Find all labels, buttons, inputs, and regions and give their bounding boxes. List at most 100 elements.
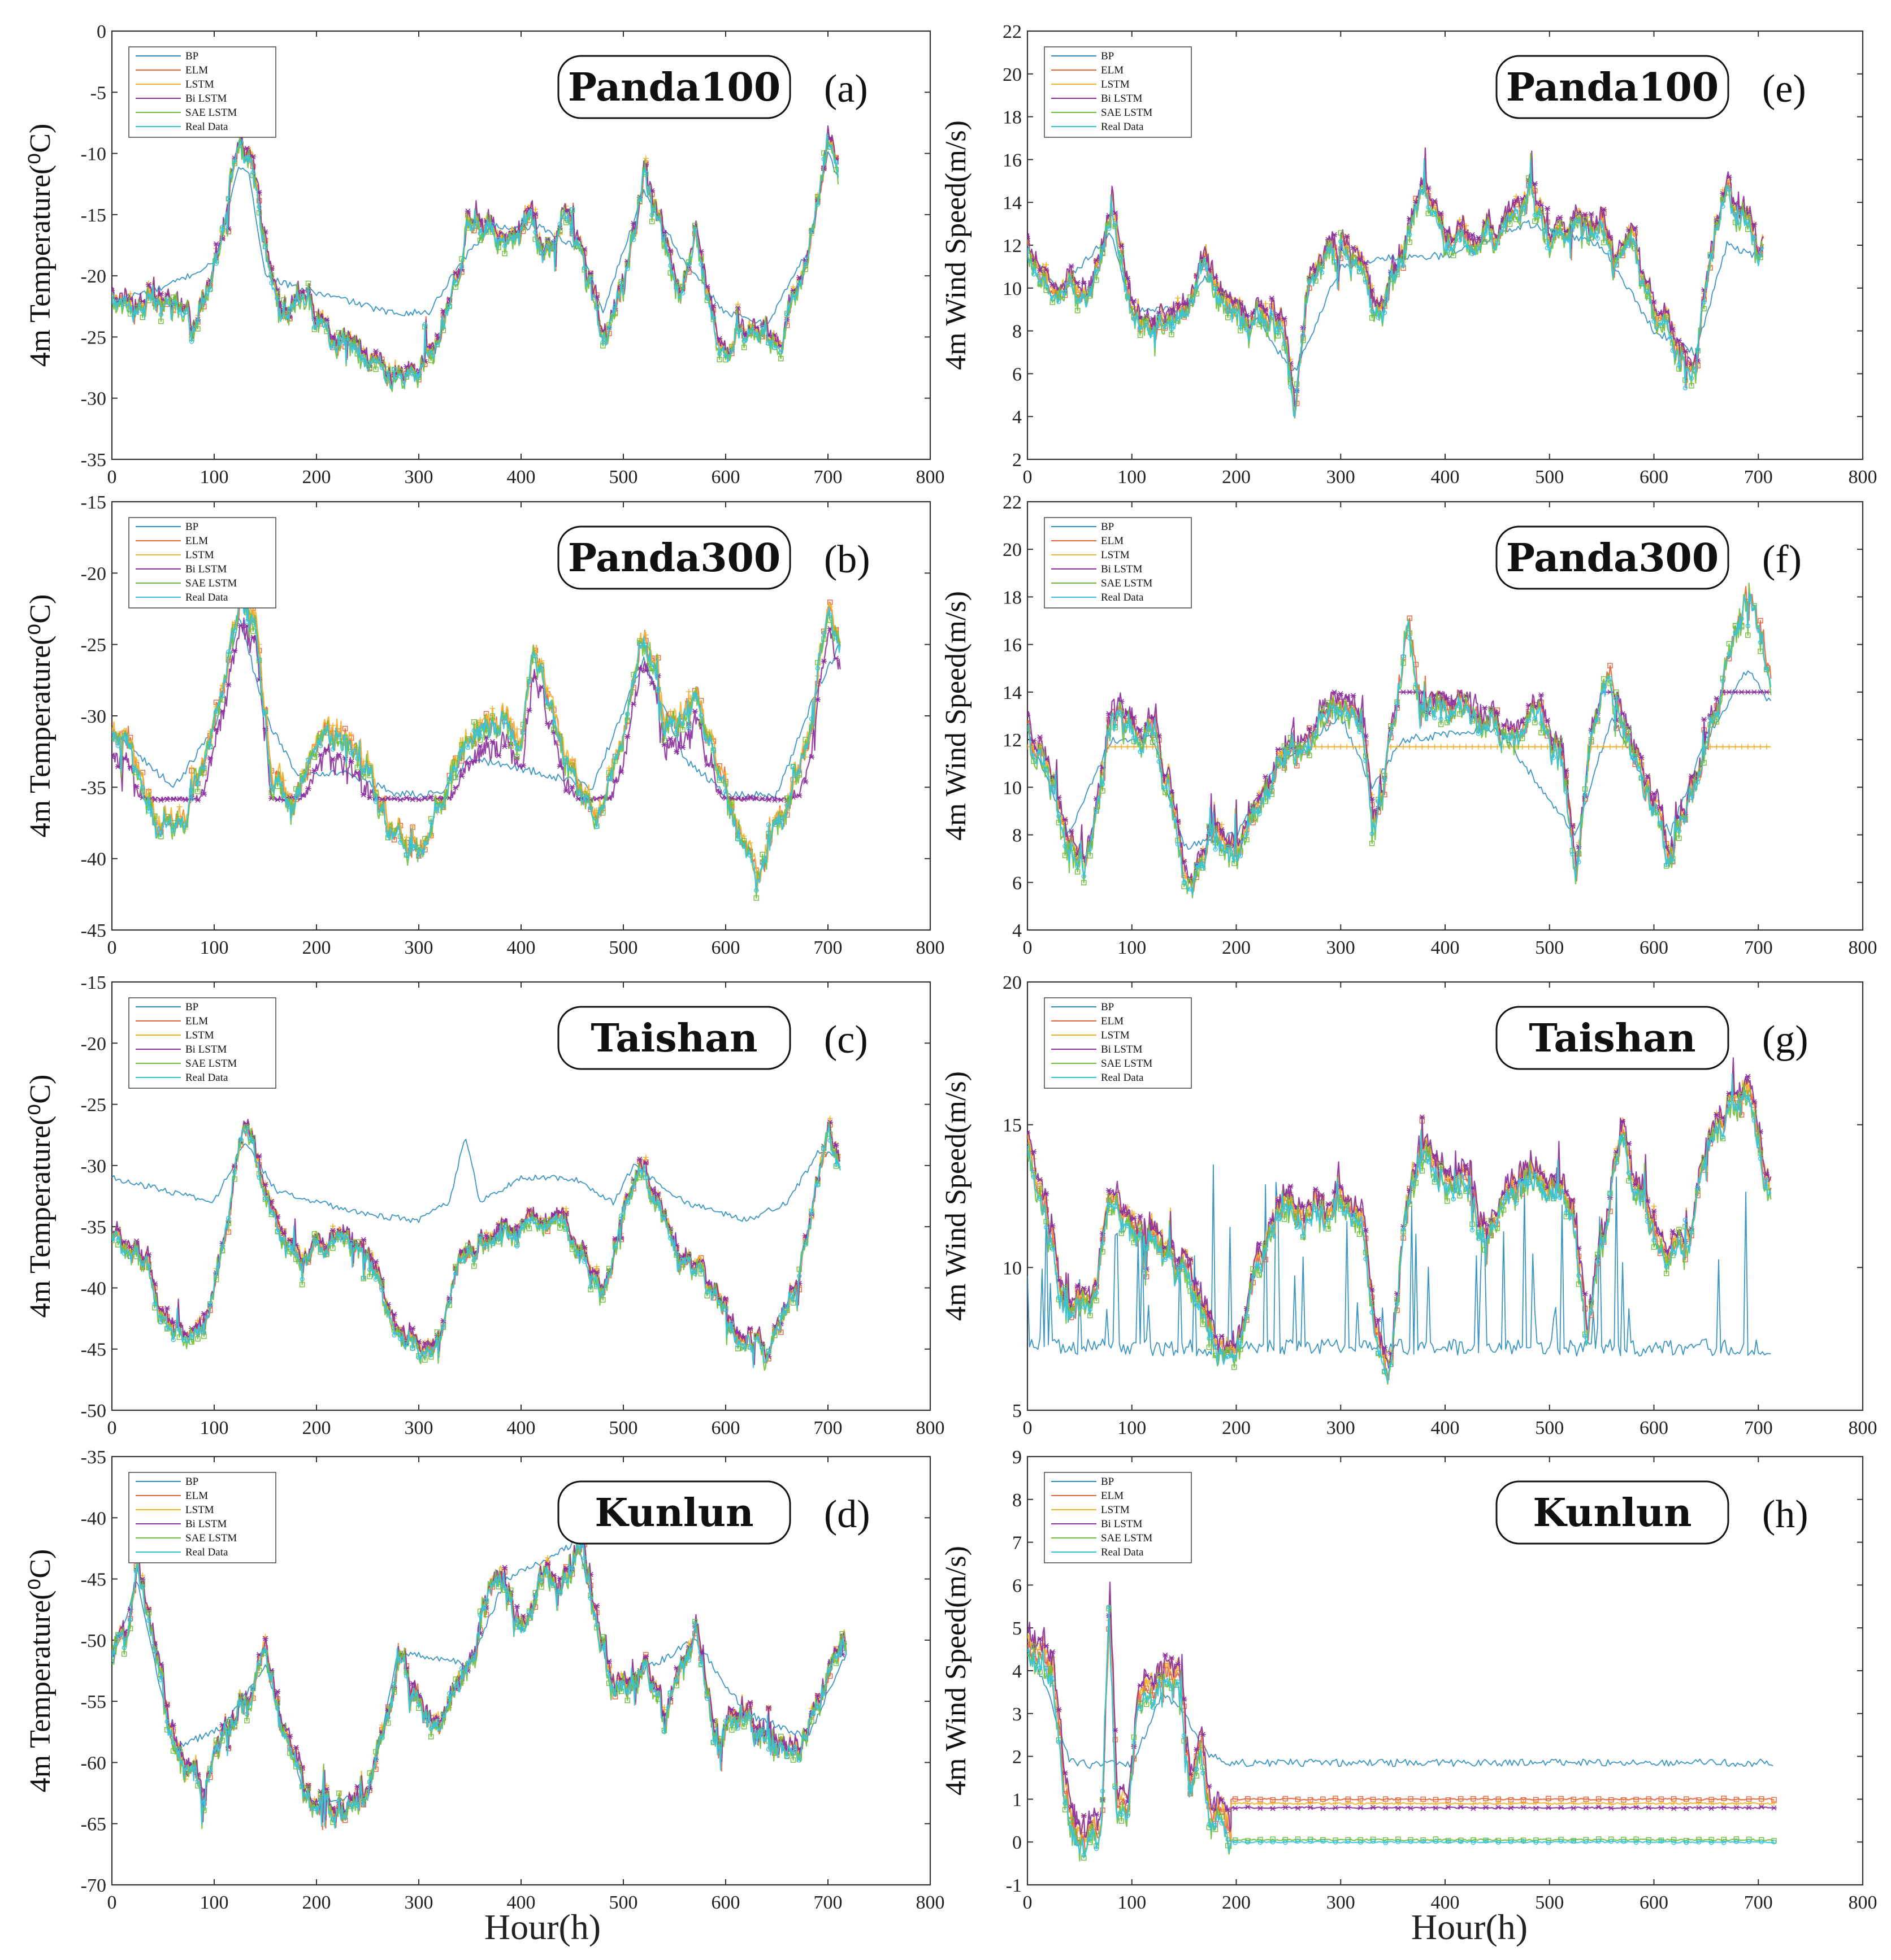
data-marker: [717, 1744, 722, 1749]
data-marker: [171, 1337, 176, 1342]
y-tick-label: 10: [1003, 1258, 1022, 1279]
data-marker: [539, 663, 544, 669]
data-marker: [189, 339, 194, 344]
data-marker: [238, 139, 244, 144]
y-tick-label: 12: [1003, 236, 1022, 257]
data-marker: [729, 1727, 735, 1733]
x-tick-label: 0: [107, 937, 117, 958]
data-marker: [336, 752, 342, 758]
data-marker: [803, 737, 808, 742]
data-marker: [502, 1564, 508, 1570]
data-marker: [582, 265, 587, 271]
y-axis-label: 4m Temperature(⁰C): [24, 124, 57, 367]
data-marker: [311, 768, 318, 773]
data-marker: [521, 1224, 526, 1229]
data-marker: [618, 1688, 624, 1694]
data-marker: [336, 1790, 342, 1796]
data-marker: [723, 353, 728, 358]
data-marker: [373, 366, 379, 372]
y-tick-label: -20: [81, 266, 106, 287]
legend-entry-sae-lstm: SAE LSTM: [1101, 1058, 1152, 1070]
data-marker: [410, 1680, 416, 1686]
data-marker: [404, 795, 410, 801]
x-tick-label: 400: [1431, 467, 1460, 488]
data-marker: [489, 705, 496, 711]
data-marker: [797, 1758, 802, 1763]
data-marker: [649, 219, 655, 224]
data-marker: [545, 244, 550, 249]
data-marker: [563, 753, 569, 759]
data-marker: [287, 1747, 293, 1752]
x-tick-label: 600: [1640, 937, 1668, 958]
data-marker: [834, 1162, 839, 1167]
data-marker: [735, 837, 740, 842]
data-marker: [477, 743, 483, 749]
data-marker: [569, 784, 575, 790]
data-marker: [809, 754, 815, 760]
data-marker: [435, 1337, 440, 1342]
y-tick-label: -45: [81, 920, 106, 941]
data-marker: [112, 288, 115, 294]
data-marker: [809, 229, 814, 234]
x-tick-label: 600: [1640, 1892, 1668, 1913]
data-marker: [717, 336, 723, 341]
data-marker: [422, 796, 428, 801]
data-marker: [416, 1702, 422, 1707]
data-marker: [318, 318, 323, 323]
data-marker: [122, 295, 127, 301]
data-marker: [649, 681, 655, 686]
data-marker: [747, 1326, 753, 1331]
data-marker: [748, 1345, 753, 1350]
data-marker: [545, 237, 550, 243]
series-line-bp: [1027, 220, 1763, 371]
x-tick-label: 400: [507, 937, 536, 958]
data-marker: [226, 649, 231, 654]
data-marker: [232, 1176, 237, 1182]
y-tick-label: -55: [81, 1692, 106, 1713]
data-marker: [367, 360, 372, 365]
data-marker: [447, 776, 452, 781]
data-marker: [428, 1734, 434, 1740]
data-marker: [827, 604, 833, 610]
data-marker: [453, 785, 459, 790]
x-tick-label: 400: [1431, 1418, 1460, 1439]
y-tick-label: -50: [81, 1401, 106, 1422]
data-marker: [324, 1251, 329, 1257]
data-marker: [551, 239, 557, 244]
data-marker: [815, 194, 821, 199]
data-marker: [760, 1346, 765, 1351]
data-marker: [257, 204, 262, 210]
y-tick-label: 9: [1012, 1447, 1022, 1468]
data-marker: [766, 822, 771, 827]
data-marker: [453, 775, 458, 780]
data-marker: [329, 1228, 336, 1233]
data-marker: [735, 329, 740, 334]
data-marker: [741, 338, 747, 344]
data-marker: [582, 793, 587, 798]
data-marker: [772, 345, 778, 350]
data-marker: [593, 1263, 600, 1270]
data-marker: [656, 1690, 661, 1696]
data-marker: [533, 1219, 538, 1224]
panel-e: 0 100 200 300 400 500 600 700 800246810121416182…: [940, 21, 1877, 488]
data-marker: [361, 1802, 366, 1807]
data-marker: [367, 1274, 372, 1280]
data-marker: [821, 1691, 826, 1697]
data-marker: [723, 789, 728, 794]
y-tick-label: 8: [1012, 825, 1022, 846]
data-marker: [367, 795, 373, 801]
data-marker: [195, 326, 201, 332]
data-marker: [668, 722, 673, 727]
data-marker: [814, 697, 821, 702]
data-marker: [122, 1251, 127, 1256]
data-marker: [729, 799, 735, 805]
data-marker: [557, 1210, 563, 1215]
data-marker: [803, 267, 808, 272]
data-marker: [330, 1245, 336, 1251]
data-marker: [593, 796, 600, 802]
data-marker: [115, 764, 121, 770]
x-tick-label: 800: [1849, 1418, 1877, 1439]
data-marker: [373, 1277, 379, 1282]
data-marker: [735, 1329, 741, 1335]
